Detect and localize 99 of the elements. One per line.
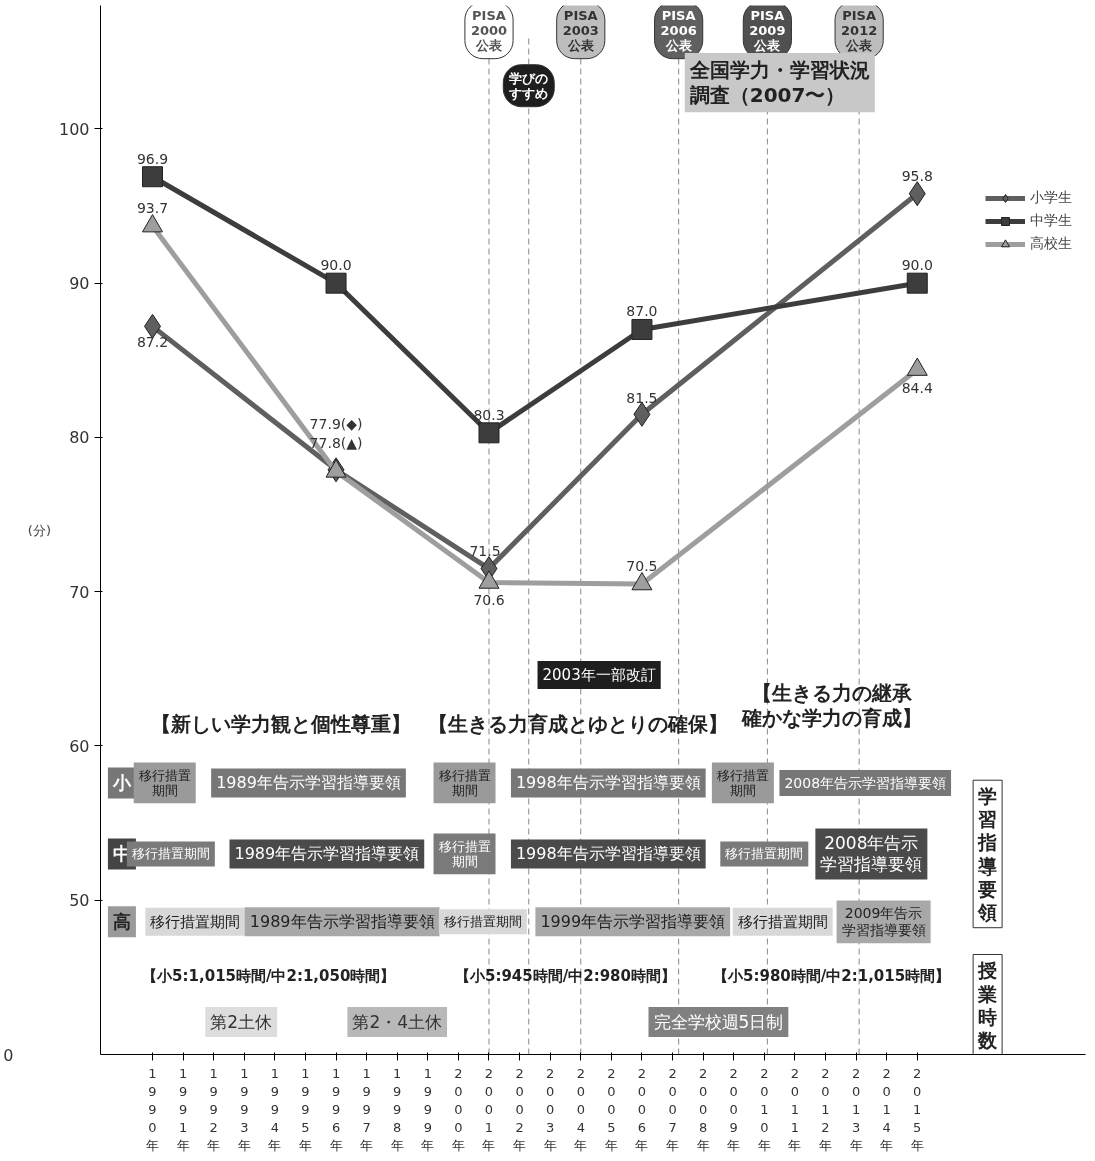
annotation: 第2土休 (210, 1012, 273, 1033)
data-label: 77.8(▲) (309, 435, 363, 452)
annotation: 全国学力・学習状況調査（2007〜） (688, 58, 870, 108)
point (631, 318, 653, 340)
x-tick-label: 2003年 (543, 1065, 557, 1153)
x-tick-label: 2009年 (727, 1065, 741, 1153)
annotation: 小 (111, 772, 132, 794)
annotation: 【生きる力の継承確かな学力の育成】 (740, 681, 922, 731)
annotation: 高 (112, 911, 131, 933)
annotation: 1989年告示学習指導要領 (249, 912, 435, 932)
annotation: 移行措置期間 (438, 838, 491, 870)
annotation: 移行措置期間 (131, 846, 210, 862)
x-tick-label: 2015年 (910, 1065, 924, 1153)
x-tick-label: 2014年 (880, 1065, 894, 1153)
x-tick-label: 1991年 (176, 1065, 190, 1153)
annotation: 2008年告示学習指導要領 (820, 833, 923, 875)
x-tick-label: 1997年 (360, 1065, 374, 1153)
annotation: 【小5:980時間/中2:1,015時間】 (713, 966, 951, 985)
annotation: 2009年告示学習指導要領 (841, 905, 926, 939)
ref-line-label: PISA 2006 公表 (660, 7, 697, 53)
annotation: 移行措置期間 (150, 912, 241, 931)
annotation: 移行措置期間 (138, 767, 191, 799)
x-tick-label: 2007年 (666, 1065, 680, 1153)
x-tick-label: 1995年 (298, 1065, 312, 1153)
y-tick-label: 70 (69, 582, 90, 602)
annotation: 【生きる力育成とゆとりの確保】 (427, 712, 728, 737)
point (906, 272, 928, 294)
y-tick-label: 100 (58, 119, 90, 139)
ref-line-label: 学びのすすめ (508, 70, 549, 101)
annotation: 2008年告示学習指導要領 (784, 774, 947, 791)
x-tick-label: 1996年 (329, 1065, 343, 1153)
x-tick-label: 2000年 (451, 1065, 465, 1153)
ref-line-label: PISA 2003 公表 (562, 7, 599, 53)
annotation: 1989年告示学習指導要領 (234, 844, 420, 864)
x-tick-label: 1994年 (268, 1065, 282, 1153)
data-label: 70.5 (626, 557, 658, 574)
data-label: 77.9(◆) (309, 415, 363, 432)
point (142, 166, 163, 188)
data-label: 81.5 (626, 390, 658, 407)
x-tick-label: 2011年 (788, 1065, 802, 1153)
x-tick-label: 2001年 (482, 1065, 496, 1153)
y-tick-label: 90 (69, 274, 90, 294)
data-label: 93.7 (136, 200, 169, 217)
annotation: 移行措置期間 (737, 912, 828, 931)
y-tick-label: 50 (69, 891, 90, 911)
annotation: 完全学校週5日制 (653, 1012, 784, 1033)
x-tick-label: 1998年 (390, 1065, 404, 1153)
annotation: 1998年告示学習指導要領 (515, 773, 701, 793)
x-tick-label: 1999年 (421, 1065, 435, 1153)
annotation: 移行措置期間 (443, 914, 522, 930)
ref-line-label: PISA 2000 公表 (470, 7, 508, 53)
x-tick-label: 2012年 (818, 1065, 832, 1153)
x-tick-label: 1993年 (237, 1065, 251, 1153)
annotation: 1998年告示学習指導要領 (515, 844, 701, 864)
y-axis-title: (分) (27, 522, 51, 538)
point (478, 422, 500, 444)
annotation: 【新しい学力観と個性尊重】 (150, 712, 411, 737)
y-tick-label: 60 (69, 736, 90, 756)
x-tick-label: 1992年 (207, 1065, 221, 1153)
x-tick-label: 2005年 (604, 1065, 618, 1153)
data-label: 95.8 (901, 167, 933, 184)
x-tick-label: 2010年 (757, 1065, 771, 1153)
ref-line-label: PISA 2012 公表 (841, 7, 878, 53)
x-tick-label: 2008年 (696, 1065, 710, 1153)
annotation: 移行措置期間 (725, 846, 804, 862)
point (325, 459, 347, 478)
text: 0 (3, 1045, 14, 1065)
x-tick-label: 2002年 (513, 1065, 527, 1153)
data-label: 71.5 (469, 542, 501, 559)
annotation: 1999年告示学習指導要領 (540, 912, 726, 932)
x-tick-label: 2013年 (849, 1065, 863, 1153)
legend-label: 中学生 (1030, 212, 1072, 230)
data-label: 87.2 (136, 334, 169, 351)
data-label: 87.0 (626, 303, 658, 320)
annotation: 2003年一部改訂 (542, 666, 656, 685)
annotation: 【小5:1,015時間/中2:1,050時間】 (142, 966, 396, 985)
data-label: 96.9 (136, 150, 169, 167)
annotation: 移行措置期間 (438, 767, 491, 799)
x-tick-label: 2004年 (574, 1065, 588, 1153)
legend-label: 高校生 (1030, 235, 1072, 253)
data-label: 80.3 (473, 406, 505, 423)
legend-label: 小学生 (1030, 189, 1072, 207)
annotation: 第2・4土休 (352, 1012, 443, 1033)
annotation: 移行措置期間 (716, 767, 769, 799)
annotation: 1989年告示学習指導要領 (216, 773, 401, 793)
annotation: 【小5:945時間/中2:980時間】 (454, 966, 676, 985)
annotation: 授業時数 (977, 959, 999, 1051)
ref-line-label: PISA 2009 公表 (749, 7, 786, 53)
data-label: 70.6 (473, 592, 505, 609)
data-label: 90.0 (901, 257, 933, 274)
point (478, 570, 500, 589)
y-tick-label: 80 (69, 428, 90, 448)
annotation: 学習指導要領 (977, 785, 998, 923)
point (325, 272, 347, 294)
x-tick-label: 1990年 (146, 1065, 159, 1153)
point (631, 571, 653, 591)
data-label: 90.0 (320, 257, 352, 274)
x-tick-label: 2006年 (635, 1065, 649, 1153)
data-label: 84.4 (901, 379, 933, 396)
